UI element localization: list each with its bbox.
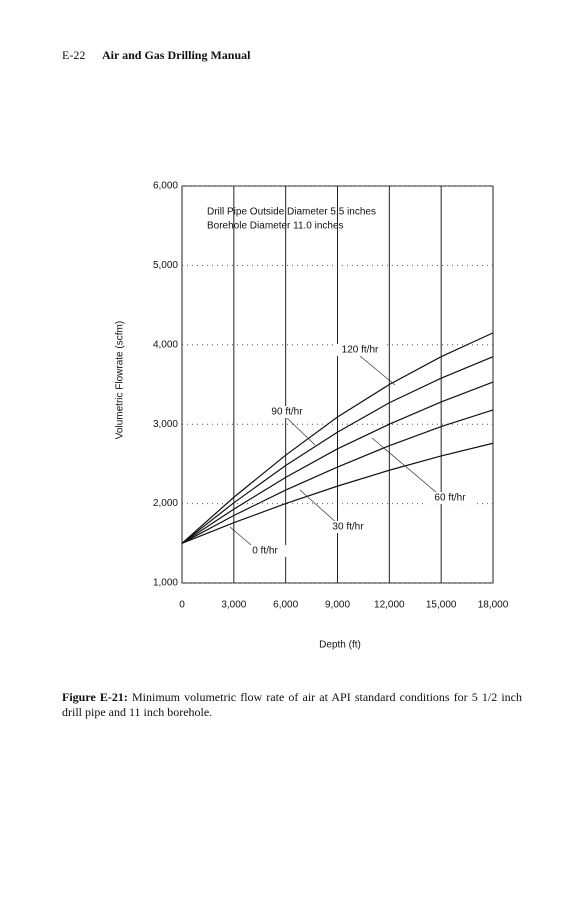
y-tick-label: 3,000 (153, 419, 178, 430)
caption: Figure E-21: Minimum volumetric flow rat… (62, 690, 522, 720)
data-line (181, 381, 494, 544)
x-tick-label: 0 (179, 600, 185, 611)
x-tick-label: 18,000 (478, 600, 509, 611)
y-tick-label: 2,000 (153, 498, 178, 509)
running-title: Air and Gas Drilling Manual (102, 48, 251, 62)
series-label: 60 ft/hr (434, 493, 466, 504)
annotation: Drill Pipe Outside Diameter 5.5 inches (207, 207, 376, 218)
leader-line (286, 417, 316, 446)
label-bg (322, 521, 374, 533)
x-tick-label: 3,000 (221, 600, 246, 611)
series-label: 90 ft/hr (271, 407, 303, 418)
y-axis-label: Volumetric Flowrate (scfm) (115, 321, 126, 439)
annotation: Borehole Diameter 11.0 inches (207, 221, 344, 232)
data-line (181, 332, 494, 544)
caption-label: Figure E-21: (62, 690, 128, 704)
series-label: 120 ft/hr (342, 345, 379, 356)
x-tick-label: 12,000 (374, 600, 405, 611)
y-tick-label: 5,000 (153, 260, 178, 271)
series-label: 30 ft/hr (332, 522, 364, 533)
label-bg (334, 344, 386, 356)
x-axis-label: Depth (ft) (319, 640, 361, 651)
label-bg (239, 545, 291, 557)
x-tick-label: 6,000 (273, 600, 298, 611)
label-bg (261, 406, 313, 418)
x-tick-label: 15,000 (426, 600, 457, 611)
data-line (181, 356, 494, 544)
label-bg (424, 492, 476, 504)
y-tick-label: 6,000 (153, 181, 178, 192)
x-tick-label: 9,000 (325, 600, 350, 611)
data-line (181, 409, 494, 544)
y-tick-label: 4,000 (153, 339, 178, 350)
caption-box: Figure E-21: Minimum volumetric flow rat… (62, 690, 522, 720)
page-number: E-22 (62, 48, 85, 62)
series-label: 0 ft/hr (252, 546, 278, 557)
y-tick-label: 1,000 (153, 578, 178, 589)
leader-line (359, 355, 396, 386)
caption-text: Minimum volumetric flow rate of air at A… (62, 690, 522, 719)
data-line (181, 442, 494, 544)
